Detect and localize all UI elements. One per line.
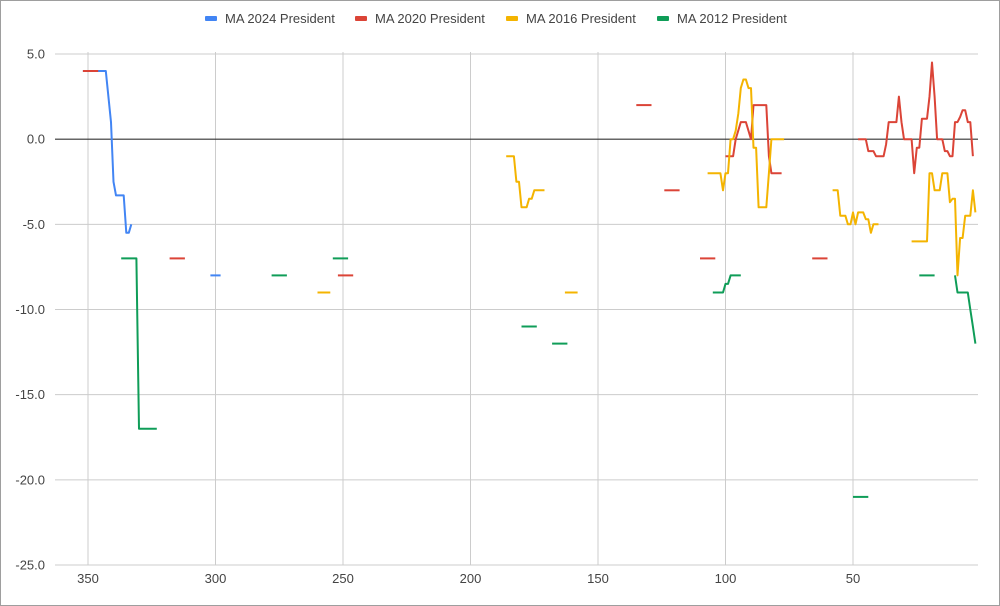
legend-label[interactable]: MA 2024 President — [225, 11, 335, 26]
series-line-segment — [911, 172, 977, 277]
series-line-segment — [707, 78, 785, 209]
series-line-segment — [712, 274, 741, 294]
series-ma-2024-president — [82, 70, 221, 277]
legend-label[interactable]: MA 2016 President — [526, 11, 636, 26]
y-tick-label: -25.0 — [15, 558, 45, 573]
grid-layer — [55, 52, 978, 566]
x-tick-label: 250 — [332, 571, 354, 586]
x-tick-label: 350 — [77, 571, 99, 586]
x-tick-label: 200 — [460, 571, 482, 586]
y-tick-label: 0.0 — [27, 132, 45, 147]
legend-label[interactable]: MA 2020 President — [375, 11, 485, 26]
legend: MA 2024 President MA 2020 President MA 201… — [205, 11, 787, 26]
legend-swatch — [355, 16, 367, 21]
legend-swatch — [506, 16, 518, 21]
x-tick-label: 50 — [846, 571, 860, 586]
x-tick-label: 300 — [205, 571, 227, 586]
y-tick-label: -20.0 — [15, 472, 45, 487]
series-line-segment — [506, 155, 545, 209]
series-line-segment — [954, 275, 977, 344]
series-ma-2020-president — [82, 61, 974, 277]
legend-swatch — [205, 16, 217, 21]
x-tick-label: 100 — [715, 571, 737, 586]
y-tick-label: -15.0 — [15, 387, 45, 402]
x-tick-label: 150 — [587, 571, 609, 586]
series-line-segment — [82, 70, 133, 234]
series-ma-2012-president — [121, 257, 977, 498]
series-line-segment — [832, 189, 879, 234]
series-ma-2016-president — [317, 78, 977, 294]
legend-swatch — [657, 16, 669, 21]
series-line-segment — [858, 61, 974, 175]
series-layer — [82, 61, 977, 498]
y-tick-label: -10.0 — [15, 302, 45, 317]
axis-layer: 350 300 250 200 150 100 50 5.0 0.0 -5.0 -10.0 -15.0… — [15, 47, 978, 586]
y-tick-label: 5.0 — [27, 47, 45, 62]
legend-label[interactable]: MA 2012 President — [677, 11, 787, 26]
series-line-segment — [121, 257, 157, 430]
y-tick-label: -5.0 — [23, 217, 45, 232]
